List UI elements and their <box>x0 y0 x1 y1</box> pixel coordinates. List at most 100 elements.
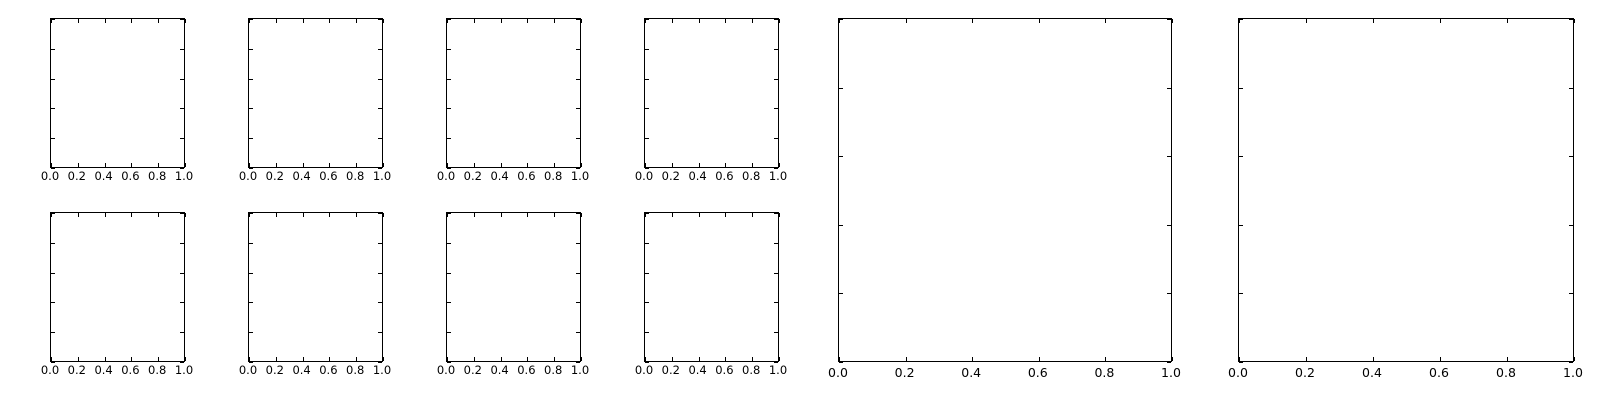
xtick-mark <box>752 213 754 217</box>
x-tick-label: 0.8 <box>1094 365 1115 380</box>
xtick-mark <box>473 19 475 23</box>
ytick-mark <box>1167 224 1171 226</box>
xtick-mark <box>1038 357 1040 361</box>
xtick-mark <box>1574 19 1575 23</box>
xtick-mark <box>131 19 133 23</box>
xtick-mark <box>1574 357 1575 361</box>
ytick-mark <box>249 108 253 110</box>
axes-panel-r1c4 <box>644 18 780 169</box>
ytick-mark <box>1569 156 1573 158</box>
xtick-mark <box>1038 19 1040 23</box>
ytick-mark <box>645 362 649 363</box>
ytick-mark <box>180 213 184 214</box>
ytick-mark <box>378 19 382 20</box>
ytick-mark <box>774 48 778 50</box>
xtick-mark <box>972 357 974 361</box>
x-tick-label: 0.0 <box>828 365 848 380</box>
xtick-mark <box>185 19 186 23</box>
xtick-mark <box>329 163 331 167</box>
ytick-mark <box>576 168 580 169</box>
ytick-mark <box>774 19 778 20</box>
x-tick-label: 0.4 <box>1362 365 1382 380</box>
ytick-mark <box>180 302 184 304</box>
x-tick-label: 0.0 <box>40 169 60 183</box>
ytick-mark <box>576 48 580 50</box>
xtick-mark <box>725 163 727 167</box>
xtick-mark <box>1172 19 1173 23</box>
xtick-mark <box>698 163 700 167</box>
xtick-mark <box>158 357 160 361</box>
ytick-mark <box>249 19 253 20</box>
xtick-mark <box>131 213 133 217</box>
xtick-mark <box>671 19 673 23</box>
plot-area <box>51 213 184 361</box>
xtick-mark <box>356 163 358 167</box>
ytick-mark <box>1167 362 1171 363</box>
ytick-mark <box>645 138 649 140</box>
ytick-mark <box>774 138 778 140</box>
xtick-mark <box>500 19 502 23</box>
xtick-mark <box>1507 19 1508 23</box>
ytick-mark <box>180 168 184 169</box>
xtick-mark <box>383 357 384 361</box>
xtick-mark <box>356 19 358 23</box>
xtick-mark <box>51 163 52 167</box>
x-tick-label: 1.0 <box>174 363 194 377</box>
ytick-mark <box>447 332 451 334</box>
x-tick-label: 1.0 <box>174 169 194 183</box>
x-tick-label: 0.0 <box>436 363 456 377</box>
xtick-mark <box>905 357 907 361</box>
xtick-mark <box>275 163 277 167</box>
ytick-mark <box>774 332 778 334</box>
xtick-mark <box>473 163 475 167</box>
xtick-mark <box>645 357 646 361</box>
ytick-mark <box>447 19 451 20</box>
x-tick-label: 0.4 <box>490 169 509 183</box>
x-tick-label: 0.6 <box>121 363 140 377</box>
axes-panel-r2c3 <box>446 212 582 363</box>
ytick-mark <box>447 302 451 304</box>
ytick-mark <box>378 242 382 244</box>
x-tick-label: 0.4 <box>94 363 113 377</box>
ytick-mark <box>645 48 649 50</box>
axes-panel-r1c2 <box>248 18 384 169</box>
ytick-mark <box>180 242 184 244</box>
xtick-mark <box>383 213 384 217</box>
ytick-mark <box>447 272 451 274</box>
ytick-mark <box>378 272 382 274</box>
xtick-mark <box>104 19 106 23</box>
ytick-mark <box>774 108 778 110</box>
x-tick-label: 1.0 <box>372 363 392 377</box>
x-tick-label: 0.8 <box>742 363 761 377</box>
x-tick-label: 0.8 <box>148 363 167 377</box>
ytick-mark <box>839 224 843 226</box>
ytick-mark <box>378 78 382 80</box>
xtick-mark <box>77 357 79 361</box>
xtick-mark <box>131 357 133 361</box>
xtick-mark <box>554 19 556 23</box>
x-tick-label: 0.6 <box>121 169 140 183</box>
xtick-mark <box>1373 19 1374 23</box>
ytick-mark <box>1569 293 1573 295</box>
xtick-mark <box>905 19 907 23</box>
ytick-mark <box>447 168 451 169</box>
ytick-mark <box>51 108 55 110</box>
xtick-mark <box>645 163 646 167</box>
xtick-mark <box>302 19 304 23</box>
ytick-mark <box>839 87 843 89</box>
xtick-mark <box>527 163 529 167</box>
ytick-mark <box>645 242 649 244</box>
xtick-mark <box>1239 357 1240 361</box>
ytick-mark <box>180 78 184 80</box>
xtick-mark <box>779 213 780 217</box>
axes-panel-r2c2 <box>248 212 384 363</box>
xtick-mark <box>645 213 646 217</box>
ytick-mark <box>576 19 580 20</box>
ytick-mark <box>774 272 778 274</box>
ytick-mark <box>774 362 778 363</box>
ytick-mark <box>378 213 382 214</box>
xtick-mark <box>752 357 754 361</box>
xtick-mark <box>473 357 475 361</box>
x-tick-label: 0.8 <box>346 363 365 377</box>
ytick-mark <box>645 213 649 214</box>
